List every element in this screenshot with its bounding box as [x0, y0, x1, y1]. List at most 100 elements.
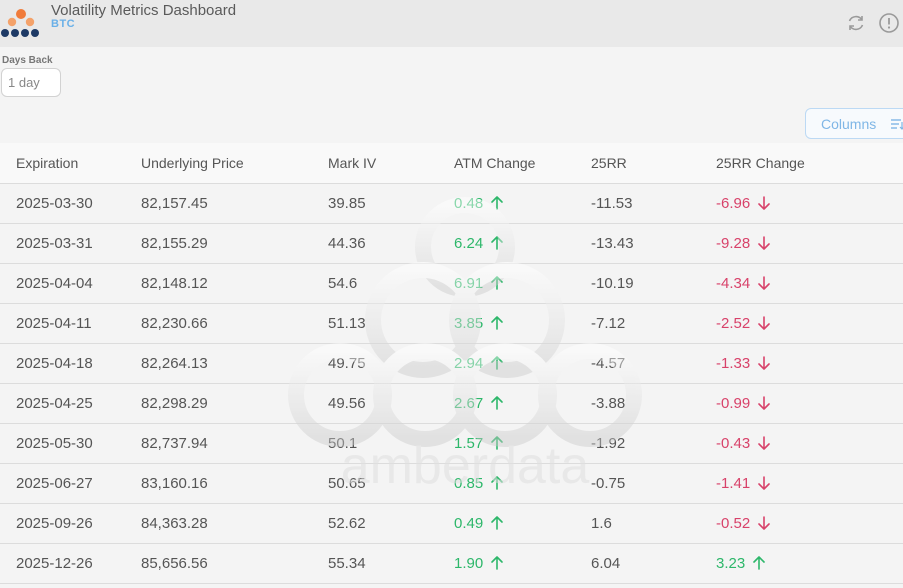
25rr-change-cell: -2.52: [716, 304, 771, 344]
25rr-cell: -4.57: [591, 355, 626, 372]
underlying-price-cell: 83,160.16: [141, 475, 208, 492]
mark-iv-cell: 49.56: [328, 395, 366, 412]
mark-iv-cell: 50.1: [328, 435, 358, 452]
arrow-up-icon: [491, 235, 504, 250]
column-header-25rr-change[interactable]: 25RR Change: [716, 155, 805, 171]
table-row[interactable]: 2025-05-30 82,737.94 50.1 1.57 -1.92 -0.43: [0, 424, 903, 464]
table-row[interactable]: 2025-03-30 82,157.45 39.85 0.48 -11.53 -6.96: [0, 184, 903, 224]
arrow-up-icon: [491, 275, 504, 290]
refresh-icon[interactable]: [845, 12, 867, 34]
expiration-cell: 2025-09-26: [16, 515, 93, 532]
arrow-up-icon: [491, 355, 504, 370]
volatility-table: Expiration Underlying Price Mark IV ATM …: [0, 143, 903, 584]
25rr-cell: -7.12: [591, 315, 626, 332]
column-header-expiration[interactable]: Expiration: [16, 155, 79, 171]
days-back-label: Days Back: [2, 55, 53, 66]
expiration-cell: 2025-04-25: [16, 395, 93, 412]
table-row[interactable]: 2025-03-31 82,155.29 44.36 6.24 -13.43 -9.28: [0, 224, 903, 264]
arrow-up-icon: [491, 515, 504, 530]
25rr-change-cell: -1.41: [716, 464, 771, 504]
asset-subtitle: BTC: [51, 18, 76, 30]
underlying-price-cell: 85,656.56: [141, 555, 208, 572]
expiration-cell: 2025-05-30: [16, 435, 93, 452]
arrow-down-icon: [758, 355, 771, 370]
arrow-up-icon: [491, 555, 504, 570]
filter-lines-icon: [891, 119, 903, 130]
atm-change-cell: 0.49: [454, 504, 504, 544]
table-row[interactable]: 2025-04-04 82,148.12 54.6 6.91 -10.19 -4.34: [0, 264, 903, 304]
expiration-cell: 2025-04-18: [16, 355, 93, 372]
atm-change-cell: 0.85: [454, 464, 504, 504]
arrow-up-icon: [491, 395, 504, 410]
arrow-up-icon: [491, 475, 504, 490]
mark-iv-cell: 52.62: [328, 515, 366, 532]
expiration-cell: 2025-06-27: [16, 475, 93, 492]
columns-button[interactable]: Columns: [805, 108, 903, 139]
columns-button-label: Columns: [821, 116, 877, 132]
arrow-down-icon: [758, 195, 771, 210]
arrow-up-icon: [753, 555, 766, 570]
mark-iv-cell: 50.65: [328, 475, 366, 492]
expiration-cell: 2025-04-04: [16, 275, 93, 292]
atm-change-cell: 0.48: [454, 184, 504, 224]
25rr-change-cell: -6.96: [716, 184, 771, 224]
table-row[interactable]: 2025-04-11 82,230.66 51.13 3.85 -7.12 -2.52: [0, 304, 903, 344]
arrow-up-icon: [491, 195, 504, 210]
page-title: Volatility Metrics Dashboard: [51, 2, 237, 19]
atm-change-cell: 1.57: [454, 424, 504, 464]
underlying-price-cell: 82,148.12: [141, 275, 208, 292]
25rr-change-cell: -1.33: [716, 344, 771, 384]
column-header-atm-change[interactable]: ATM Change: [454, 155, 536, 171]
table-row[interactable]: 2025-04-18 82,264.13 49.75 2.94 -4.57 -1.33: [0, 344, 903, 384]
25rr-change-cell: -9.28: [716, 224, 771, 264]
mark-iv-cell: 44.36: [328, 235, 366, 252]
app-header: Volatility Metrics Dashboard BTC: [0, 0, 903, 47]
25rr-cell: -0.75: [591, 475, 626, 492]
25rr-change-cell: -0.43: [716, 424, 771, 464]
column-header-underlying-price[interactable]: Underlying Price: [141, 155, 244, 171]
expiration-cell: 2025-03-31: [16, 235, 93, 252]
amberdata-logo-icon: [1, 9, 39, 37]
underlying-price-cell: 82,155.29: [141, 235, 208, 252]
25rr-cell: -10.19: [591, 275, 634, 292]
arrow-up-icon: [491, 315, 504, 330]
underlying-price-cell: 82,157.45: [141, 195, 208, 212]
table-body: 2025-03-30 82,157.45 39.85 0.48 -11.53 -6.96 2…: [0, 184, 903, 584]
underlying-price-cell: 82,737.94: [141, 435, 208, 452]
25rr-cell: 1.6: [591, 515, 612, 532]
25rr-cell: -11.53: [591, 195, 633, 212]
mark-iv-cell: 49.75: [328, 355, 366, 372]
column-header-mark-iv[interactable]: Mark IV: [328, 155, 377, 171]
arrow-down-icon: [758, 275, 771, 290]
underlying-price-cell: 82,264.13: [141, 355, 208, 372]
underlying-price-cell: 82,298.29: [141, 395, 208, 412]
25rr-change-cell: 3.23: [716, 544, 766, 584]
expiration-cell: 2025-03-30: [16, 195, 93, 212]
25rr-change-cell: -0.99: [716, 384, 771, 424]
table-row[interactable]: 2025-09-26 84,363.28 52.62 0.49 1.6 -0.52: [0, 504, 903, 544]
atm-change-cell: 1.90: [454, 544, 504, 584]
table-row[interactable]: 2025-06-27 83,160.16 50.65 0.85 -0.75 -1.41: [0, 464, 903, 504]
25rr-change-cell: -0.52: [716, 504, 771, 544]
arrow-down-icon: [758, 515, 771, 530]
table-row[interactable]: 2025-12-26 85,656.56 55.34 1.90 6.04 3.23: [0, 544, 903, 584]
25rr-change-cell: -4.34: [716, 264, 771, 304]
arrow-up-icon: [491, 435, 504, 450]
atm-change-cell: 2.67: [454, 384, 504, 424]
info-icon[interactable]: [878, 12, 900, 34]
25rr-cell: 6.04: [591, 555, 621, 572]
25rr-cell: -13.43: [591, 235, 634, 252]
25rr-cell: -1.92: [591, 435, 626, 452]
atm-change-cell: 2.94: [454, 344, 504, 384]
atm-change-cell: 6.91: [454, 264, 504, 304]
column-header-25rr[interactable]: 25RR: [591, 155, 627, 171]
underlying-price-cell: 82,230.66: [141, 315, 208, 332]
underlying-price-cell: 84,363.28: [141, 515, 208, 532]
expiration-cell: 2025-04-11: [16, 315, 92, 332]
arrow-down-icon: [758, 395, 771, 410]
expiration-cell: 2025-12-26: [16, 555, 93, 572]
table-header-row: Expiration Underlying Price Mark IV ATM …: [0, 143, 903, 184]
mark-iv-cell: 39.85: [328, 195, 366, 212]
table-row[interactable]: 2025-04-25 82,298.29 49.56 2.67 -3.88 -0.99: [0, 384, 903, 424]
days-back-select[interactable]: 1 day: [1, 68, 61, 97]
